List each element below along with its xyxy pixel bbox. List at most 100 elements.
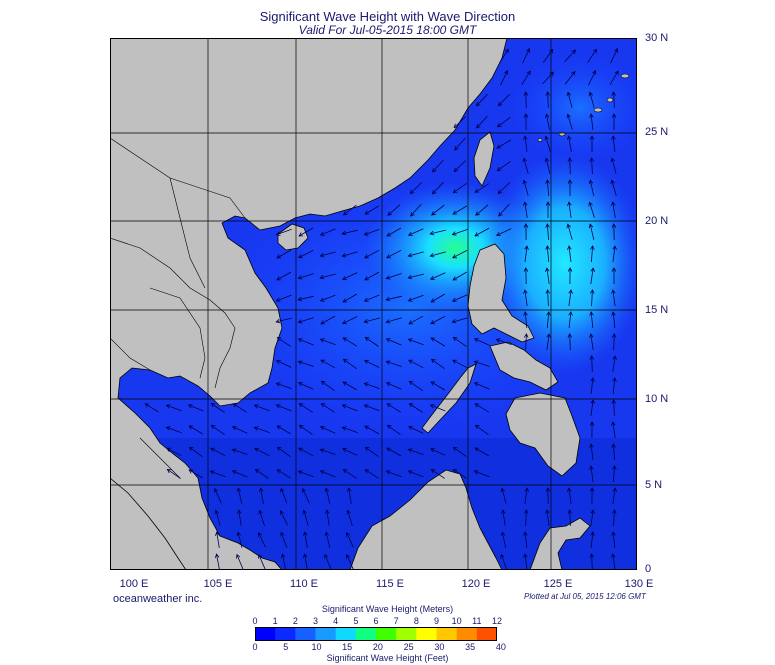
- wave-arrow-head: [276, 469, 282, 474]
- wave-arrow-head: [341, 404, 347, 409]
- wave-arrow-head: [474, 447, 480, 452]
- wave-arrow-head: [324, 487, 330, 493]
- wave-arrow-head: [524, 245, 529, 250]
- wave-arrow: [365, 469, 379, 479]
- wave-arrow: [346, 532, 354, 548]
- wave-arrow-head: [589, 487, 595, 492]
- wave-arrow: [320, 294, 336, 302]
- wave-arrow: [567, 114, 573, 130]
- wave-arrow-head: [432, 167, 437, 173]
- wave-arrow: [304, 554, 308, 570]
- wave-arrow: [298, 382, 314, 390]
- wave-arrow-head: [504, 70, 509, 75]
- wave-arrow-head: [590, 531, 595, 536]
- colorbar-frame: [255, 627, 497, 641]
- wave-arrow: [500, 554, 508, 570]
- wave-arrow: [364, 425, 380, 435]
- lon-label-100e: 100 E: [119, 578, 149, 590]
- wave-arrow-head: [497, 189, 503, 195]
- wave-arrow: [452, 205, 468, 215]
- colorbar-meters-title: Significant Wave Height (Meters): [321, 604, 454, 614]
- wave-arrow: [430, 272, 446, 280]
- wave-arrow: [342, 381, 358, 391]
- lon-label-105e: 105 E: [203, 578, 233, 590]
- wave-arrow: [386, 227, 402, 237]
- lon-label-120e: 120 E: [461, 578, 491, 590]
- wave-arrow-head: [408, 320, 413, 325]
- wave-arrow-head: [523, 91, 529, 96]
- wave-arrow-head: [545, 509, 550, 514]
- wave-arrow: [524, 290, 528, 306]
- wave-arrow-head: [545, 201, 551, 206]
- wave-arrow: [188, 404, 204, 412]
- wave-arrow-head: [611, 267, 617, 272]
- wave-arrow-head: [188, 469, 194, 474]
- wave-arrow-head: [612, 245, 617, 250]
- wave-arrow: [545, 136, 551, 152]
- sumatra-island: [110, 477, 187, 570]
- wave-arrow: [210, 448, 226, 456]
- wave-arrow-head: [452, 276, 458, 281]
- wave-arrow-head: [523, 113, 529, 118]
- wave-arrow-head: [522, 179, 527, 185]
- wave-arrow: [409, 381, 423, 391]
- wave-arrow-head: [501, 509, 506, 515]
- wave-arrow-head: [319, 448, 325, 453]
- wave-arrow-head: [589, 465, 594, 470]
- wave-arrow: [320, 449, 336, 455]
- wave-arrow: [569, 157, 571, 175]
- wave-arrow-head: [276, 337, 282, 342]
- wave-arrow-head: [363, 382, 369, 387]
- colorbar-segment: [315, 627, 337, 641]
- wave-arrow: [452, 359, 468, 369]
- wave-arrow-head: [297, 296, 303, 302]
- wave-arrow: [547, 289, 549, 307]
- wave-arrow: [589, 180, 595, 196]
- wave-arrow: [214, 488, 222, 504]
- wave-arrow-head: [611, 91, 617, 96]
- wave-arrow: [590, 268, 594, 284]
- wave-arrow-head: [567, 509, 573, 514]
- wave-arrow-head: [452, 188, 458, 194]
- wave-arrow-head: [454, 146, 459, 151]
- wave-arrow: [591, 553, 593, 570]
- wave-arrow: [522, 48, 530, 64]
- taiwan-island: [473, 131, 495, 187]
- wave-arrow-head: [231, 448, 237, 453]
- wave-arrow-head: [430, 358, 436, 364]
- wave-arrow-head: [590, 245, 595, 250]
- wave-arrow: [364, 271, 380, 281]
- wave-arrow-head: [611, 289, 616, 294]
- wave-arrow: [498, 94, 510, 106]
- wave-arrow-head: [385, 470, 391, 475]
- wave-arrow: [432, 159, 444, 173]
- wave-arrow: [476, 115, 488, 129]
- wave-arrow: [188, 425, 204, 435]
- wave-arrow: [474, 447, 490, 457]
- wave-arrow-head: [236, 553, 241, 559]
- wave-arrow-head: [364, 276, 369, 281]
- wave-arrow-head: [236, 487, 242, 493]
- sea-hotspot-east: [485, 153, 637, 373]
- wave-arrow-head: [387, 211, 392, 216]
- wave-arrow-head: [298, 403, 304, 408]
- wave-arrow-head: [567, 179, 573, 184]
- wave-arrow: [430, 316, 446, 324]
- wave-arrow-head: [253, 426, 259, 431]
- wave-arrow: [276, 360, 292, 368]
- wave-arrow: [298, 317, 314, 323]
- lon-label-125e: 125 E: [543, 578, 573, 590]
- wave-arrow: [431, 358, 445, 370]
- wave-arrow: [343, 469, 357, 479]
- wave-arrow-head: [187, 404, 193, 409]
- wave-arrow: [364, 383, 380, 389]
- wave-arrow-head: [588, 179, 594, 185]
- wave-arrow: [325, 532, 331, 548]
- wave-arrow: [408, 470, 424, 478]
- wave-arrow-head: [592, 48, 597, 54]
- colorbar-feet-tick: 35: [465, 642, 476, 652]
- wave-arrow: [567, 224, 573, 240]
- wave-arrow-head: [523, 509, 529, 514]
- wave-arrow: [612, 246, 616, 262]
- wave-arrow: [299, 425, 313, 435]
